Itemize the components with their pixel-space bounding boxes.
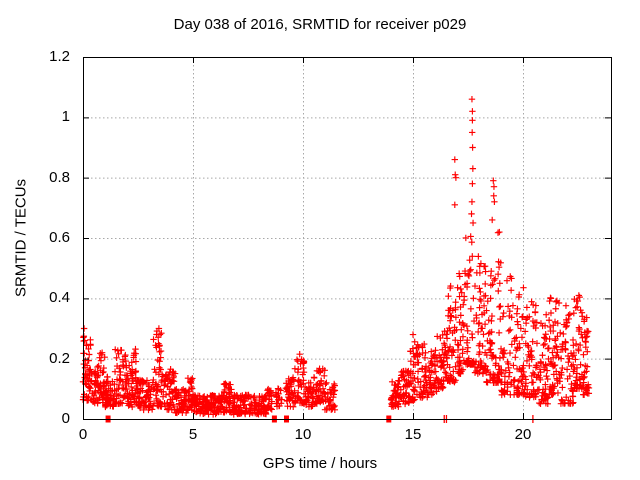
x-tick-label: 5 — [188, 426, 198, 443]
chart-title: Day 038 of 2016, SRMTID for receiver p02… — [173, 16, 467, 33]
y-tick-label: 0.8 — [49, 168, 70, 186]
y-tick-label: 1 — [61, 108, 70, 126]
x-tick-label: 0 — [78, 426, 88, 443]
x-tick-label: 10 — [294, 426, 312, 443]
x-tick-label: 15 — [404, 426, 422, 443]
y-tick-label: 0.4 — [49, 289, 70, 307]
y-tick-label: 0.2 — [49, 349, 70, 367]
x-axis-title: GPS time / hours — [262, 455, 378, 472]
y-tick-label: 0.6 — [49, 229, 70, 246]
x-tick-label: 20 — [514, 426, 532, 443]
y-tick-label: 0 — [61, 410, 70, 427]
y-tick-label: 1.2 — [49, 48, 70, 65]
